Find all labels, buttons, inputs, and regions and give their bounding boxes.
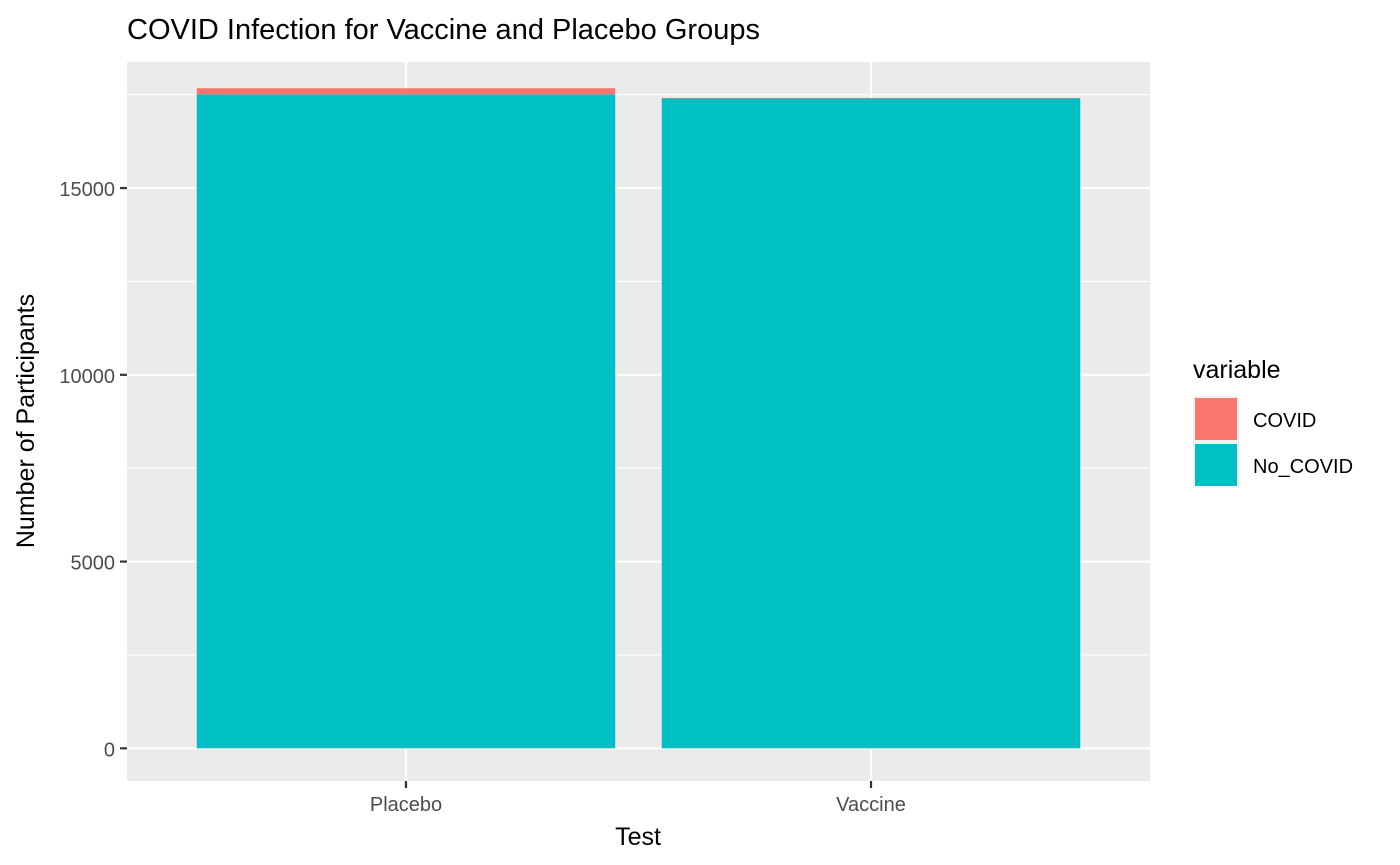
legend-label: COVID [1253, 410, 1316, 432]
bar-covid [196, 88, 616, 95]
legend-label: No_COVID [1253, 456, 1353, 478]
y-axis: 0 5000 10000 15000 [59, 179, 127, 761]
chart-title: COVID Infection for Vaccine and Placebo … [127, 14, 760, 46]
y-tick-label: 10000 [59, 366, 115, 388]
x-axis: Placebo Vaccine [370, 781, 906, 816]
y-tick-label: 0 [104, 739, 115, 761]
x-axis-label: Test [615, 823, 661, 851]
x-tick-label: Vaccine [836, 794, 906, 816]
x-tick-label: Placebo [370, 794, 442, 816]
bar-no-covid [661, 98, 1081, 749]
y-tick-label: 5000 [71, 553, 116, 575]
bar-no-covid [196, 94, 616, 749]
legend-swatch-covid [1195, 398, 1237, 440]
y-tick-label: 15000 [59, 179, 115, 201]
legend-keys: COVID No_COVID [1193, 396, 1353, 488]
bar-covid [661, 98, 1081, 99]
legend-title: variable [1193, 356, 1281, 384]
bars [196, 88, 1081, 749]
legend-swatch-no-covid [1195, 444, 1237, 486]
y-axis-label: Number of Participants [12, 294, 40, 548]
legend: variable COVID No_COVID [1193, 356, 1353, 488]
